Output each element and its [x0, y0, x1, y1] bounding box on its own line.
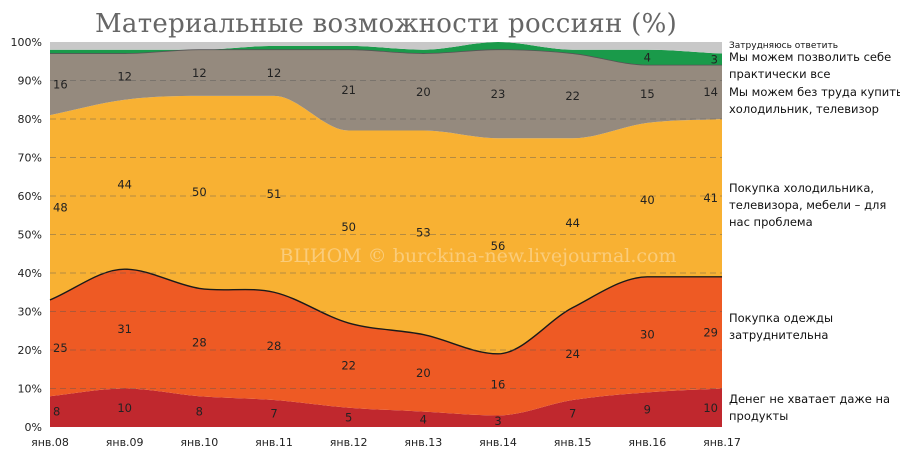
data-label: 48 — [53, 201, 68, 215]
x-tick-label: янв.11 — [255, 436, 293, 449]
data-label: 3 — [711, 52, 718, 66]
area-1 — [50, 269, 722, 416]
data-label: 44 — [565, 216, 580, 230]
data-label: 16 — [491, 378, 506, 392]
legend-entry: нас проблема — [729, 215, 813, 229]
data-label: 31 — [117, 322, 132, 336]
area-boundary-line — [49, 268, 722, 355]
y-tick-label: 100% — [11, 36, 42, 49]
y-tick-label: 70% — [18, 152, 42, 165]
data-label: 53 — [416, 226, 431, 240]
data-label: 20 — [416, 366, 431, 380]
data-label: 12 — [192, 66, 207, 80]
data-label: 3 — [494, 414, 501, 428]
data-label: 5 — [345, 410, 352, 424]
data-label: 22 — [565, 89, 580, 103]
area-layers — [49, 42, 722, 427]
x-tick-label: янв.08 — [31, 436, 69, 449]
legend-entry: телевизора, мебели – для — [729, 198, 886, 212]
data-label: 29 — [703, 326, 718, 340]
data-label: 4 — [644, 50, 651, 64]
data-label: 25 — [53, 341, 68, 355]
legend-entry: Денег не хватает даже на — [729, 392, 890, 406]
x-tick-label: янв.16 — [628, 436, 666, 449]
data-label: 50 — [341, 220, 356, 234]
y-tick-label: 60% — [18, 190, 42, 203]
x-axis: янв.08 янв.09 янв.10 янв.11 янв.12 янв.13 янв.… — [31, 436, 741, 449]
data-label: 44 — [117, 177, 132, 191]
data-label: 12 — [267, 66, 282, 80]
y-tick-label: 90% — [18, 75, 42, 88]
legend-entry: практически все — [729, 67, 830, 81]
area-top-edge — [50, 49, 722, 66]
data-label: 7 — [569, 407, 576, 421]
y-tick-label: 0% — [25, 421, 42, 434]
data-label: 12 — [117, 70, 132, 84]
data-label: 23 — [491, 87, 506, 101]
gridlines — [50, 80, 722, 389]
watermark: ВЦИОМ © burckina-new.livejournal.com — [280, 245, 677, 267]
legend-entry: Затрудняюсь ответить — [729, 41, 838, 51]
data-label: 50 — [192, 185, 207, 199]
area-3 — [50, 49, 722, 139]
data-label: 21 — [341, 83, 356, 97]
legend-entry: продукты — [729, 409, 788, 423]
legend-entry: Мы можем позволить себе — [729, 50, 891, 64]
x-tick-label: янв.15 — [554, 436, 592, 449]
chart-title: Материальные возможности россиян (%) — [95, 9, 677, 39]
legend-entry: холодильник, телевизор — [729, 102, 879, 116]
y-tick-label: 40% — [18, 267, 42, 280]
data-label: 10 — [117, 401, 132, 415]
x-tick-label: янв.17 — [703, 436, 741, 449]
data-label: 10 — [703, 401, 718, 415]
data-label: 14 — [703, 85, 718, 99]
x-tick-label: янв.12 — [330, 436, 368, 449]
area-5 — [50, 42, 722, 54]
x-tick-label: янв.10 — [180, 436, 218, 449]
data-label: 20 — [416, 85, 431, 99]
data-label: 28 — [192, 335, 207, 349]
area-4 — [50, 42, 722, 66]
legend-entry: Мы можем без труда купить — [729, 85, 900, 99]
y-tick-label: 20% — [18, 344, 42, 357]
data-label: 8 — [53, 405, 60, 419]
y-axis: 0% 10% 20% 30% 40% 50% 60% 70% 80% 90% 100% — [11, 36, 42, 434]
area-0 — [50, 388, 722, 427]
data-label: 28 — [267, 339, 282, 353]
y-tick-label: 80% — [18, 113, 42, 126]
y-tick-label: 50% — [18, 229, 42, 242]
x-tick-label: янв.13 — [404, 436, 442, 449]
legend-entry: Покупка холодильника, — [729, 181, 874, 195]
legend-entry: Покупка одежды — [729, 311, 833, 325]
data-label: 15 — [640, 87, 655, 101]
x-tick-label: янв.14 — [479, 436, 517, 449]
data-label: 51 — [267, 187, 282, 201]
data-label: 41 — [703, 191, 718, 205]
data-label: 9 — [644, 403, 651, 417]
x-tick-label: янв.09 — [106, 436, 144, 449]
y-tick-label: 10% — [18, 383, 42, 396]
y-tick-label: 30% — [18, 306, 42, 319]
data-label: 7 — [270, 407, 277, 421]
data-label: 8 — [196, 405, 203, 419]
data-label: 4 — [420, 412, 427, 426]
data-label: 24 — [565, 347, 580, 361]
data-label: 22 — [341, 358, 356, 372]
data-label: 30 — [640, 328, 655, 342]
data-label: 40 — [640, 193, 655, 207]
data-label: 56 — [491, 239, 506, 253]
data-label: 16 — [53, 77, 68, 91]
data-labels: 8 10 8 7 5 4 3 7 9 10 25 31 28 28 22 20 16 24 30 29 48 44 50 51… — [53, 50, 718, 428]
legend-entry: затруднительна — [729, 328, 828, 342]
